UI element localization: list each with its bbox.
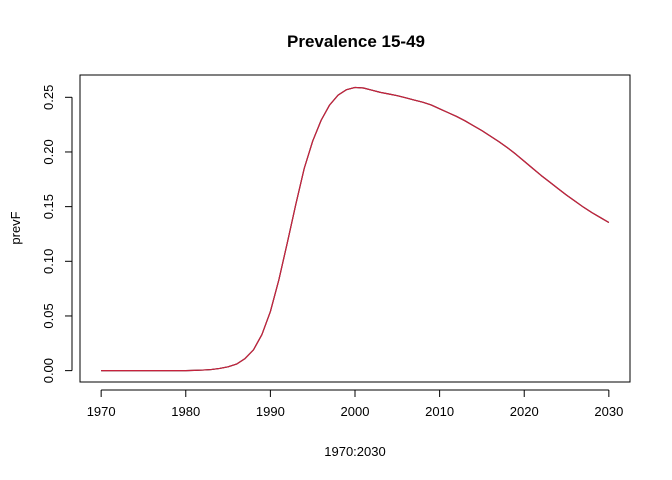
- x-axis-label: 1970:2030: [324, 444, 385, 459]
- series-layer: [101, 86, 610, 372]
- y-tick-label: 0.00: [41, 358, 56, 383]
- y-tick-label: 0.10: [41, 249, 56, 274]
- series-line-2: [101, 86, 610, 372]
- y-tick-label: 0.05: [41, 303, 56, 328]
- x-tick-label: 2010: [425, 404, 454, 419]
- x-tick-label: 1990: [256, 404, 285, 419]
- y-tick-label: 0.20: [41, 139, 56, 164]
- y-tick-label: 0.15: [41, 194, 56, 219]
- x-tick-label: 1980: [171, 404, 200, 419]
- plot-frame: [79, 74, 631, 383]
- y-tick-label: 0.25: [41, 85, 56, 110]
- x-tick-label: 2020: [510, 404, 539, 419]
- x-tick-label: 2030: [594, 404, 623, 419]
- y-axis: 0.00 0.05 0.10 0.15 0.20 0.25: [41, 85, 73, 383]
- x-tick-label: 1970: [87, 404, 116, 419]
- x-axis: 1970 1980 1990 2000 2010 2020 2030: [87, 389, 623, 419]
- y-axis-label: prevF: [8, 211, 23, 244]
- x-tick-label: 2000: [341, 404, 370, 419]
- chart-title: Prevalence 15-49: [287, 32, 425, 51]
